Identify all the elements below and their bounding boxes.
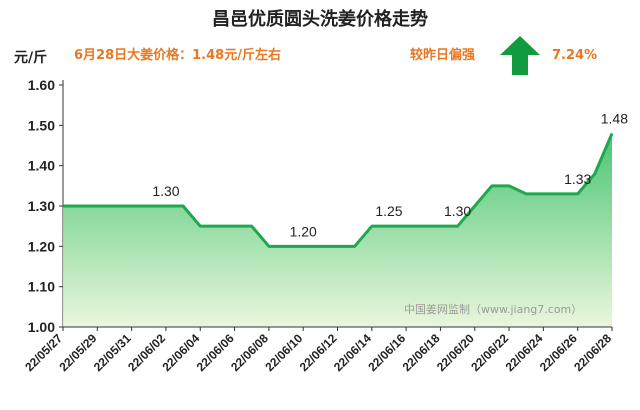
y-tick-label: 1.10 — [28, 279, 55, 295]
y-tick-label: 1.00 — [28, 319, 55, 335]
data-label: 1.33 — [564, 171, 591, 187]
chart-title: 昌邑优质圆头洗姜价格走势 — [212, 8, 428, 30]
y-tick-label: 1.30 — [28, 198, 55, 214]
subtitle-change: 7.24% — [552, 48, 597, 63]
x-axis: 22/05/2722/05/2922/05/3122/06/0222/06/04… — [22, 326, 614, 374]
up-arrow-icon — [500, 36, 540, 75]
data-labels: 1.30 1.20 1.25 1.30 1.33 1.48 — [152, 110, 628, 239]
y-tick-label: 1.50 — [28, 117, 55, 133]
data-label: 1.25 — [375, 203, 402, 219]
subtitle-trend: 较昨日偏强 — [410, 47, 475, 63]
data-label: 1.20 — [290, 223, 317, 239]
data-label: 1.48 — [601, 110, 628, 126]
watermark: 中国姜网监制（www.jiang7.com） — [404, 302, 582, 316]
y-tick-label: 1.60 — [28, 77, 55, 93]
price-area — [63, 132, 614, 327]
y-tick-label: 1.20 — [28, 238, 55, 254]
y-axis: 1.00 1.10 1.20 1.30 1.40 1.50 1.60 — [28, 77, 64, 335]
subtitle-price: 6月28日大姜价格：1.48元/斤左右 — [74, 47, 281, 63]
data-label: 1.30 — [152, 183, 179, 199]
unit-label: 元/斤 — [14, 49, 47, 66]
x-tick-label: 22/06/28 — [571, 331, 614, 374]
area-fill — [63, 133, 612, 327]
y-tick-label: 1.40 — [28, 158, 55, 174]
price-line — [63, 132, 614, 248]
data-label: 1.30 — [444, 203, 471, 219]
